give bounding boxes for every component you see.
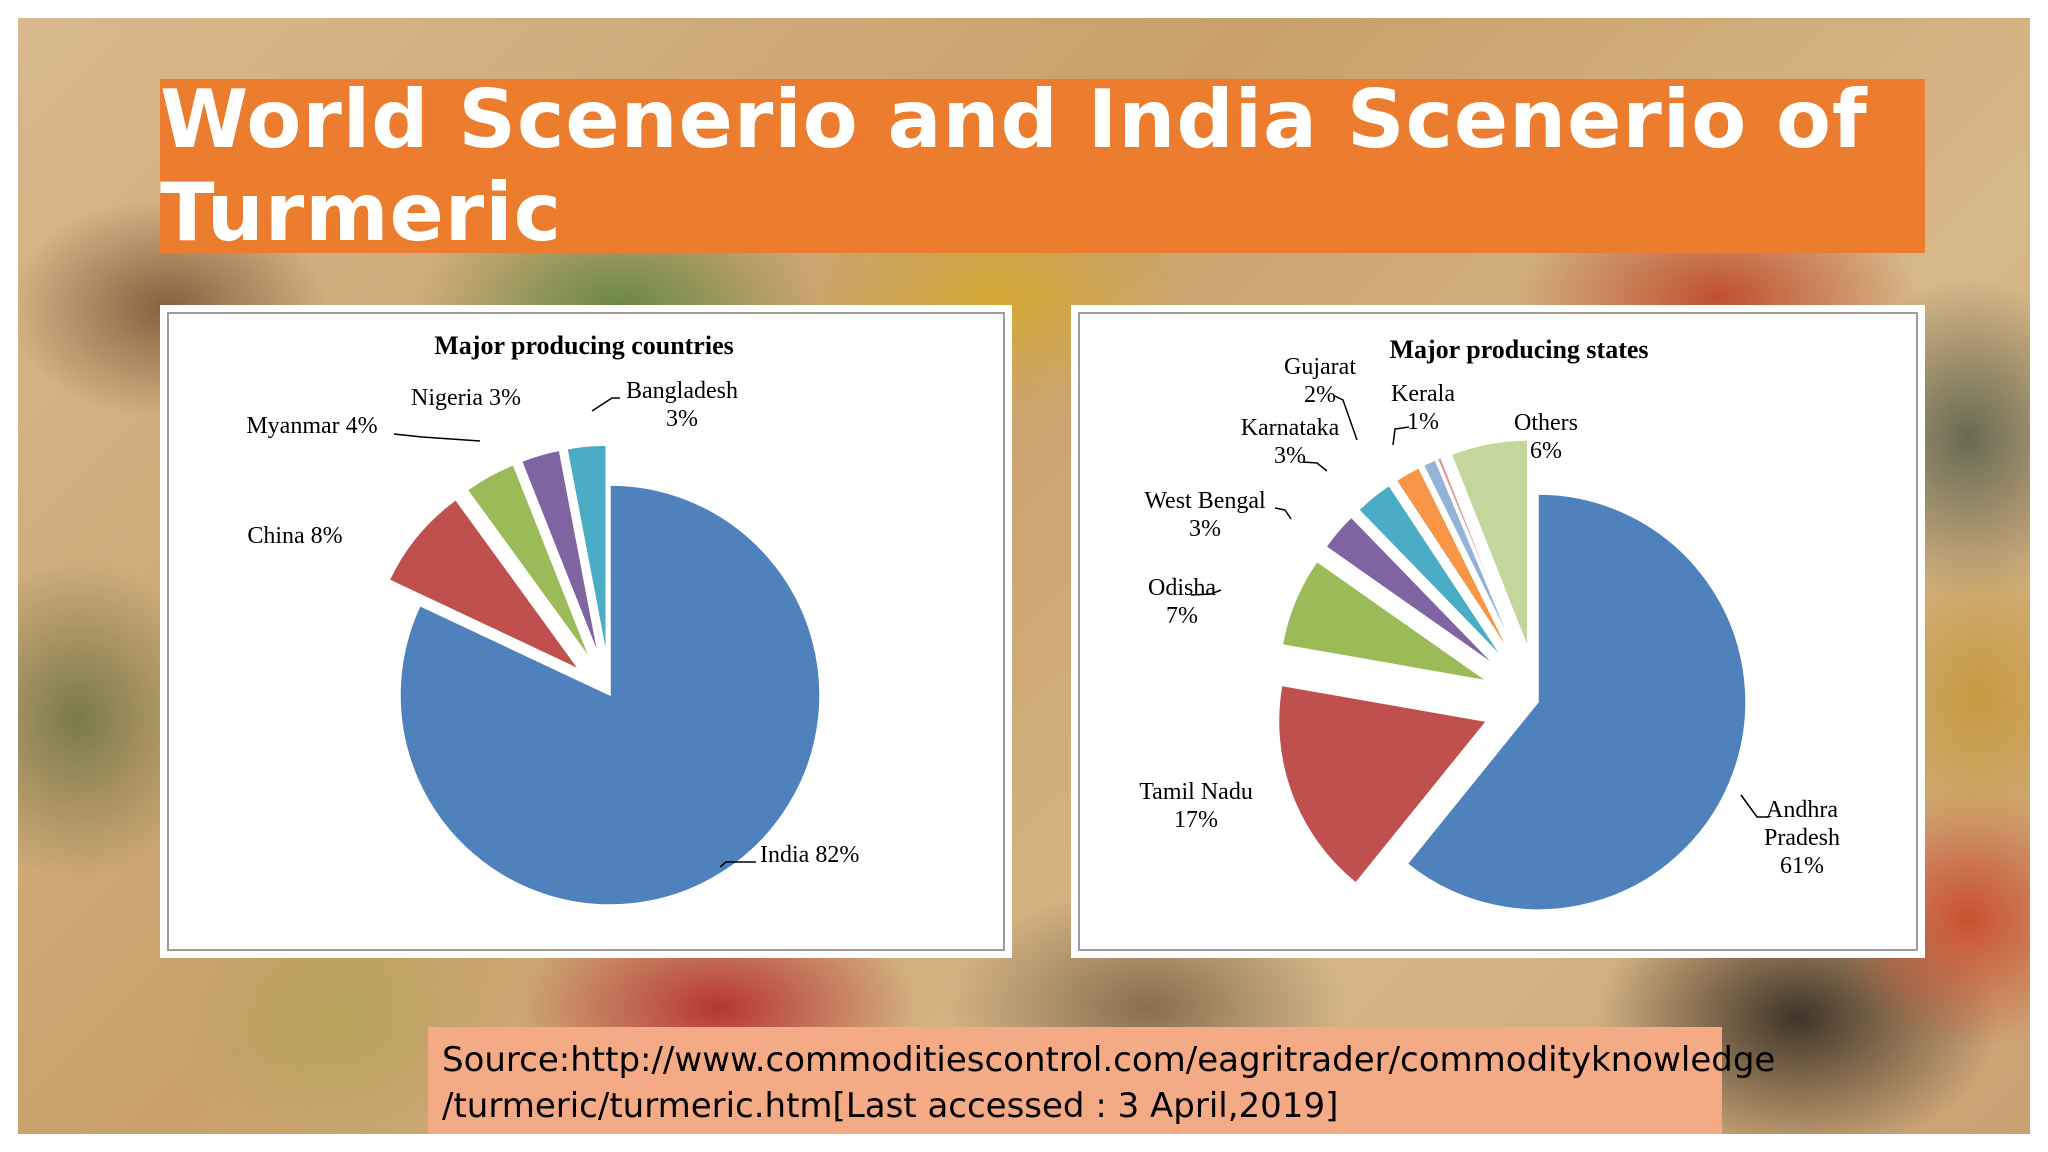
source-line-1: Source:http://www.commoditiescontrol.com… bbox=[442, 1040, 1776, 1080]
data-label-andhra-pradesh: Pradesh bbox=[1764, 825, 1840, 851]
pie-slice-tamil-nadu bbox=[1277, 684, 1488, 885]
data-label-odisha: 7% bbox=[1166, 603, 1198, 629]
pie-slice-odisha bbox=[1281, 560, 1488, 682]
pie-slice-andhra-pradesh bbox=[1406, 493, 1747, 911]
states-chart-panel: Major producing states Andhra Pradesh 61% Ta… bbox=[1071, 305, 1925, 958]
pie-slice-karnataka bbox=[1357, 484, 1505, 660]
data-label-tamil-nadu: 17% bbox=[1174, 807, 1218, 833]
chart-title: Major producing countries bbox=[434, 331, 733, 360]
chart-title: Major producing states bbox=[1389, 335, 1648, 364]
data-label-odisha: Odisha bbox=[1148, 575, 1216, 601]
data-label-tamil-nadu: Tamil Nadu bbox=[1139, 779, 1253, 805]
data-label-others: 6% bbox=[1530, 438, 1562, 464]
leader-line-kerala bbox=[1392, 426, 1410, 446]
data-label-karnataka: 3% bbox=[1274, 443, 1306, 469]
pie-slice-bangladesh bbox=[566, 444, 607, 656]
leader-line-odisha bbox=[1190, 589, 1222, 596]
pie-slice-myanmar bbox=[466, 463, 592, 661]
leader-line-myanmar bbox=[393, 433, 481, 442]
data-label-west-bengal: 3% bbox=[1189, 516, 1221, 542]
data-label-myanmar: Myanmar 4% bbox=[246, 413, 377, 439]
leader-line-andhra-pradesh bbox=[1740, 794, 1769, 818]
data-label-gujarat: 2% bbox=[1304, 382, 1336, 408]
data-label-bangladesh: Bangladesh bbox=[626, 378, 738, 404]
slide-background: World Scenerio and India Scenerio of Tur… bbox=[18, 18, 2030, 1134]
pie-slice-others bbox=[1450, 439, 1529, 649]
data-label-andhra-pradesh: 61% bbox=[1780, 853, 1824, 879]
leader-line-west-bengal bbox=[1274, 507, 1292, 520]
data-label-kerala: Kerala bbox=[1391, 381, 1455, 407]
data-label-others: Others bbox=[1514, 410, 1578, 436]
countries-chart-panel: Major producing countries India 82% China … bbox=[160, 305, 1012, 958]
data-label-china: China 8% bbox=[247, 523, 342, 549]
leader-line-gujarat bbox=[1334, 395, 1358, 441]
pie-slice-india bbox=[399, 484, 821, 906]
data-label-kerala: 1% bbox=[1407, 409, 1439, 435]
data-label-karnataka: Karnataka bbox=[1241, 415, 1340, 441]
page-title: World Scenerio and India Scenerio of Tur… bbox=[160, 73, 1868, 259]
pie-slice-kerala-2 bbox=[1436, 456, 1519, 652]
data-label-andhra-pradesh: Andhra bbox=[1766, 797, 1838, 823]
leader-line-karnataka bbox=[1302, 461, 1328, 472]
pie-slice-kerala bbox=[1422, 458, 1516, 653]
source-citation: Source:http://www.commoditiescontrol.com… bbox=[428, 1027, 1776, 1134]
pie-slice-gujarat bbox=[1395, 466, 1512, 655]
leader-line-bangladesh bbox=[591, 397, 620, 412]
data-label-bangladesh: 3% bbox=[666, 406, 698, 432]
leader-line-india bbox=[719, 861, 756, 868]
data-label-india: India 82% bbox=[760, 842, 859, 868]
title-bar: World Scenerio and India Scenerio of Tur… bbox=[160, 73, 1925, 259]
source-line-2: /turmeric/turmeric.htm[Last accessed : 3… bbox=[442, 1086, 1339, 1126]
pie-slice-china bbox=[388, 498, 580, 671]
countries-pie-chart: Major producing countries India 82% China … bbox=[246, 331, 859, 906]
data-label-west-bengal: West Bengal bbox=[1144, 488, 1266, 514]
pie-slice-west-bengal bbox=[1324, 515, 1497, 667]
pie-slice-nigeria bbox=[520, 449, 600, 657]
data-label-gujarat: Gujarat bbox=[1284, 354, 1356, 380]
data-label-nigeria: Nigeria 3% bbox=[411, 385, 521, 411]
